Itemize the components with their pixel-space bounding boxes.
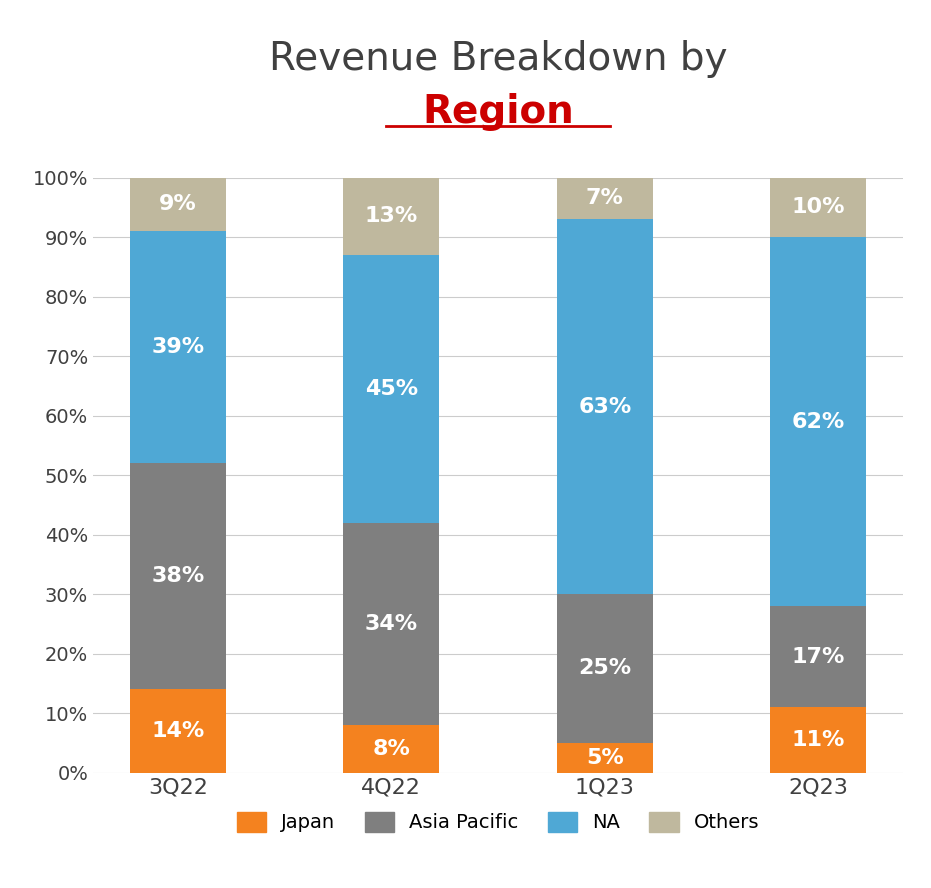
- Bar: [130, 464, 226, 689]
- Text: 45%: 45%: [365, 379, 418, 399]
- Bar: [130, 178, 226, 231]
- Bar: [770, 707, 866, 773]
- Bar: [344, 725, 439, 773]
- Bar: [770, 178, 866, 237]
- Bar: [770, 606, 866, 707]
- Text: 11%: 11%: [791, 730, 845, 749]
- Text: Revenue Breakdown by: Revenue Breakdown by: [269, 40, 727, 78]
- Text: 63%: 63%: [578, 397, 631, 416]
- Legend: Japan, Asia Pacific, NA, Others: Japan, Asia Pacific, NA, Others: [229, 805, 767, 840]
- Text: Region: Region: [423, 93, 573, 131]
- Text: 17%: 17%: [791, 646, 845, 667]
- Text: 38%: 38%: [152, 567, 205, 586]
- Bar: [557, 594, 653, 742]
- Bar: [130, 231, 226, 464]
- Bar: [344, 255, 439, 523]
- Text: 8%: 8%: [372, 739, 411, 758]
- Bar: [770, 237, 866, 606]
- Text: 14%: 14%: [152, 721, 205, 741]
- Text: 62%: 62%: [791, 411, 844, 432]
- Text: 7%: 7%: [586, 188, 624, 209]
- Text: 13%: 13%: [365, 206, 418, 226]
- Bar: [130, 689, 226, 773]
- Bar: [557, 219, 653, 594]
- Bar: [344, 178, 439, 255]
- Text: 5%: 5%: [586, 748, 624, 768]
- Text: 10%: 10%: [791, 197, 845, 218]
- Bar: [557, 742, 653, 773]
- Text: 34%: 34%: [365, 614, 418, 634]
- Text: 39%: 39%: [152, 337, 205, 357]
- Text: 9%: 9%: [159, 194, 196, 214]
- Bar: [344, 523, 439, 725]
- Text: 25%: 25%: [578, 658, 631, 678]
- Bar: [557, 178, 653, 219]
